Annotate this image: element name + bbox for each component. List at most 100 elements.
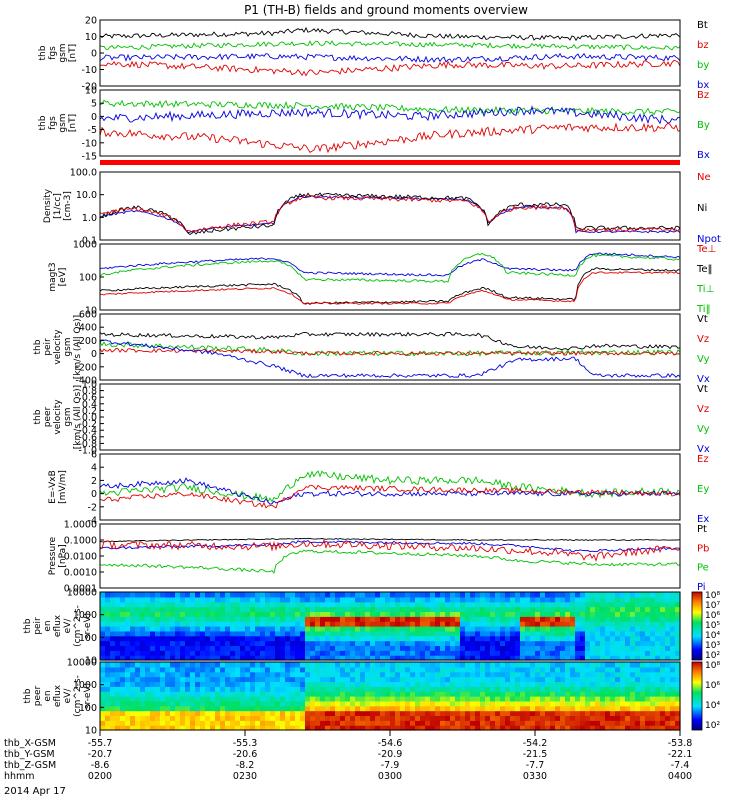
spectrogram-cell (635, 592, 641, 598)
spectrogram-cell (225, 650, 231, 656)
spectrogram-cell (205, 676, 211, 683)
spectrogram-cell (455, 601, 461, 608)
spectrogram-cell (455, 621, 461, 627)
legend-entry: bz (697, 40, 709, 51)
spectrogram-cell (335, 640, 341, 647)
spectrogram-cell (550, 601, 556, 608)
spectrogram-cell (615, 592, 621, 598)
spectrogram-cell (475, 681, 481, 687)
spectrogram-cell (220, 681, 226, 687)
spectrogram-cell (615, 626, 621, 632)
spectrogram-cell (195, 611, 201, 617)
spectrogram-cell (270, 645, 276, 651)
spectrogram-cell (360, 601, 366, 608)
spectrogram-cell (595, 640, 601, 647)
spectrogram-cell (155, 700, 161, 707)
spectrogram-cell (190, 626, 196, 632)
spectrogram-cell (515, 671, 521, 678)
spectrogram-cell (375, 686, 381, 692)
spectrogram-cell (490, 725, 496, 731)
spectrogram-cell (235, 720, 241, 726)
y-tick-label: -400 (75, 376, 97, 387)
spectrogram-cell (170, 655, 176, 661)
spectrogram-cell (390, 720, 396, 726)
spectrogram-cell (590, 710, 596, 717)
spectrogram-cell (405, 645, 411, 651)
spectrogram-cell (220, 691, 226, 697)
spectrogram-cell (605, 676, 611, 683)
spectrogram-cell (160, 700, 166, 707)
spectrogram-cell (630, 725, 636, 731)
spectrogram-cell (395, 700, 401, 707)
spectrogram-cell (455, 666, 461, 673)
spectrogram-cell (360, 592, 366, 598)
spectrogram-cell (485, 655, 491, 661)
spectrogram-cell (480, 616, 486, 622)
spectrogram-cell (660, 696, 666, 702)
spectrogram-cell (165, 725, 171, 731)
spectrogram-cell (605, 630, 611, 637)
spectrogram-cell (205, 655, 211, 661)
spectrogram-cell (380, 710, 386, 717)
spectrogram-cell (400, 681, 406, 687)
spectrogram-cell (470, 592, 476, 598)
spectrogram-cell (170, 705, 176, 712)
colorbar-label: 10⁵ (705, 621, 720, 631)
spectrogram-cell (285, 671, 291, 678)
spectrogram-cell (385, 592, 391, 598)
spectrogram-cell (505, 630, 511, 637)
spectrogram-cell (640, 626, 646, 632)
spectrogram-cell (180, 662, 186, 668)
spectrogram-cell (225, 700, 231, 707)
spectrogram-cell (410, 715, 416, 721)
spectrogram-cell (440, 720, 446, 726)
spectrogram-cell (605, 596, 611, 603)
spectrogram-cell (270, 720, 276, 726)
spectrogram-cell (125, 705, 131, 712)
spectrogram-cell (480, 635, 486, 642)
spectrogram-cell (595, 686, 601, 692)
spectrogram-cell (490, 626, 496, 632)
spectrogram-cell (445, 596, 451, 603)
spectrogram-cell (130, 662, 136, 668)
spectrogram-cell (205, 621, 211, 627)
spectrogram-cell (620, 676, 626, 683)
spectrogram-cell (645, 601, 651, 608)
spectrogram-cell (245, 671, 251, 678)
spectrogram-cell (450, 650, 456, 656)
spectrogram-cell (120, 596, 126, 603)
spectrogram-cell (180, 691, 186, 697)
spectrogram-cell (350, 635, 356, 642)
y-axis-label: [nPa] (58, 544, 68, 567)
spectrogram-cell (415, 705, 421, 712)
spectrogram-cell (260, 630, 266, 637)
spectrogram-cell (640, 720, 646, 726)
spectrogram-cell (100, 621, 106, 627)
spectrogram-cell (260, 606, 266, 613)
spectrogram-cell (570, 611, 576, 617)
spectrogram-cell (625, 621, 631, 627)
spectrogram-cell (550, 691, 556, 697)
spectrogram-cell (230, 700, 236, 707)
y-axis-label: thb (33, 339, 43, 354)
spectrogram-cell (545, 630, 551, 637)
spectrogram-cell (485, 715, 491, 721)
spectrogram-cell (225, 645, 231, 651)
spectrogram-cell (470, 686, 476, 692)
spectrogram-cell (335, 630, 341, 637)
legend-entry: Vy (697, 354, 710, 365)
spectrogram-cell (645, 606, 651, 613)
spectrogram-cell (210, 691, 216, 697)
spectrogram-cell (475, 666, 481, 673)
spectrogram-cell (145, 650, 151, 656)
spectrogram-cell (340, 626, 346, 632)
spectrogram-cell (385, 606, 391, 613)
spectrogram-cell (550, 606, 556, 613)
spectrogram-cell (530, 710, 536, 717)
spectrogram-cell (400, 686, 406, 692)
spectrogram-cell (415, 676, 421, 683)
spectrogram-cell (500, 671, 506, 678)
spectrogram-cell (170, 666, 176, 673)
spectrogram-cell (450, 676, 456, 683)
spectrogram-cell (210, 640, 216, 647)
